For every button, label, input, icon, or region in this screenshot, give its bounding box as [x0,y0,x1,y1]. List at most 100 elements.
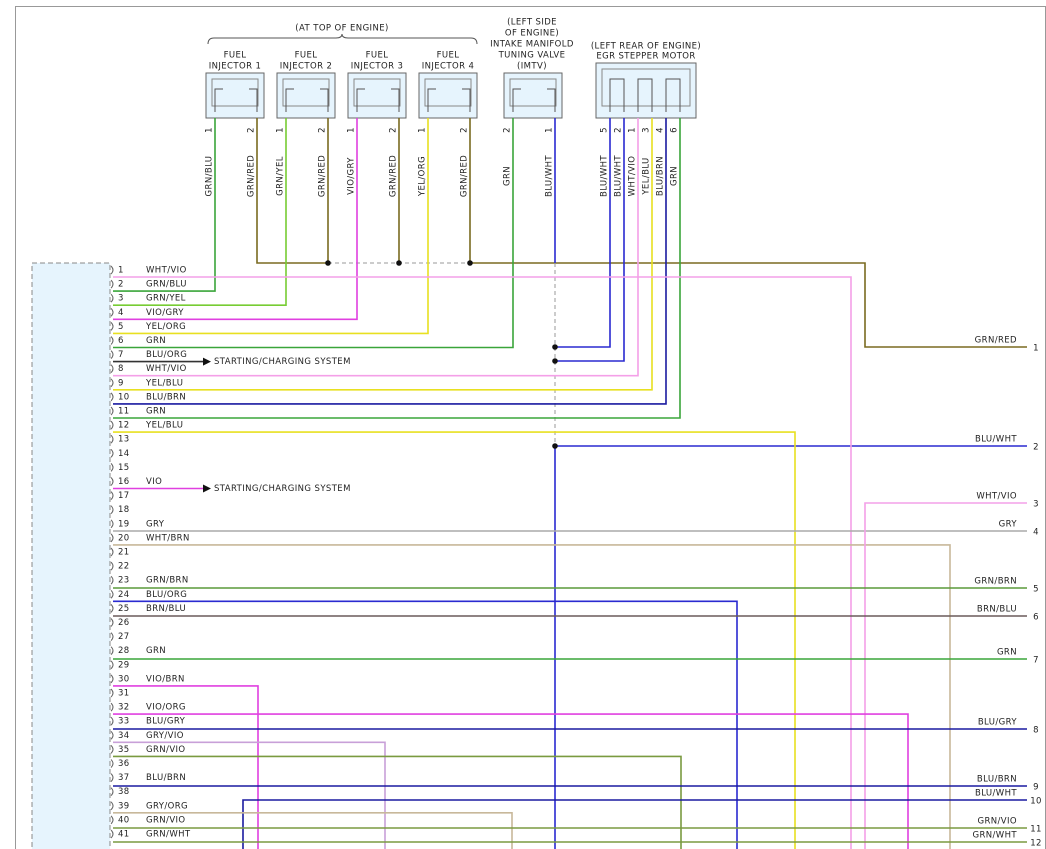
coil [214,88,223,112]
component-inner [601,68,691,107]
connector-wire-label: BLU/ORG [146,590,187,600]
connector-pin: 16 [118,477,130,487]
component-label: FUEL [366,51,389,61]
wire [242,799,1027,849]
connector-wire-label: GRN [146,646,166,656]
output-wire-label: GRN/RED [975,336,1017,346]
coil [665,78,674,112]
pin-tick [110,716,114,726]
pin-tick [110,660,114,670]
connector-wire-label: BRN/BLU [146,604,186,614]
connector-pin: 2 [118,280,124,290]
coil [427,88,436,112]
coil [644,78,653,112]
component-label: INJECTOR 1 [209,62,262,72]
component-label: (IMTV) [517,62,547,72]
connector-pin: 38 [118,787,130,797]
connector-pin: 26 [118,618,130,628]
output-wire-label: BLU/GRY [978,718,1018,728]
pin-tick [110,420,114,430]
pin-number: 1 [418,127,428,133]
wire [113,118,639,377]
connector-block [31,262,111,849]
connector-wire-label: GRY [146,519,165,529]
splice [552,344,558,350]
connector-pin: 11 [118,407,130,417]
coil [672,78,681,112]
pin-tick [110,505,114,515]
wire [256,118,328,264]
connector-wire-label: BLU/GRY [146,717,186,727]
splice [552,443,558,449]
pin-number: 2 [503,127,513,133]
output-wire-label: GRN [997,648,1017,658]
connector-pin: 1 [118,266,124,276]
connector-pin: 27 [118,632,130,642]
connector-wire-label: GRN/YEL [146,294,186,304]
pin-tick [110,575,114,585]
component-label: EGR STEPPER MOTOR [596,52,695,62]
pin-tick [110,674,114,684]
wire [113,118,514,349]
connector-wire-label: GRY/ORG [146,801,188,811]
output-pin: 10 [1030,797,1042,807]
wire [113,811,513,849]
wire-label: BLU/WHT [614,155,624,197]
pin-number: 1 [347,127,357,133]
wire-label: GRN/RED [247,155,257,197]
component-inner [424,78,472,107]
component-label: INJECTOR 4 [422,62,475,72]
pin-tick [110,364,114,374]
coil [616,78,625,112]
connector-pin: 23 [118,576,130,586]
connector-wire-label: VIO/ORG [146,703,186,713]
branch-label: STARTING/CHARGING SYSTEM [214,357,351,367]
splice [467,260,473,266]
connector-wire-label: GRN/BLU [146,280,187,290]
arrow-head [203,357,211,366]
pin-number: 3 [642,127,652,133]
coil [637,78,646,112]
connector-pin: 28 [118,646,130,656]
wire [113,713,909,849]
pin-tick [110,773,114,782]
connector-pin: 15 [118,463,130,473]
pin-tick [110,448,114,458]
pin-number: 1 [276,127,286,133]
output-pin: 3 [1033,500,1039,510]
coil [320,88,329,112]
coil [512,88,521,112]
pin-tick [110,688,114,698]
wire-label: BLU/WHT [600,155,610,197]
connector-pin: 30 [118,674,130,684]
connector-pin: 4 [118,308,124,318]
pin-number: 1 [628,127,638,133]
output-pin: 8 [1033,726,1039,736]
pin-tick [110,618,114,627]
output-wire-label: BLU/WHT [975,789,1017,799]
connector-wire-label: GRY/VIO [146,731,184,741]
coil [391,88,400,112]
pin-tick [110,604,114,613]
component-label: TUNING VALVE [498,51,566,61]
pin-tick [110,322,114,331]
component-label: OF ENGINE) [505,29,559,39]
pin-number: 2 [614,127,624,133]
connector-pin: 8 [118,364,124,374]
wire [555,118,611,348]
component-box [503,72,563,119]
pin-tick [110,561,114,571]
connector-pin: 17 [118,491,130,501]
output-pin: 11 [1030,825,1042,835]
splice [325,260,331,266]
output-wire-label: GRY [999,520,1018,530]
pin-tick [110,392,114,402]
wire-label: YEL/BLU [642,157,652,195]
pin-tick [110,745,114,754]
connector-pin: 7 [118,350,124,360]
wire [113,685,259,849]
component-label: FUEL [295,51,318,61]
wire [113,755,682,849]
output-pin: 1 [1033,344,1039,354]
